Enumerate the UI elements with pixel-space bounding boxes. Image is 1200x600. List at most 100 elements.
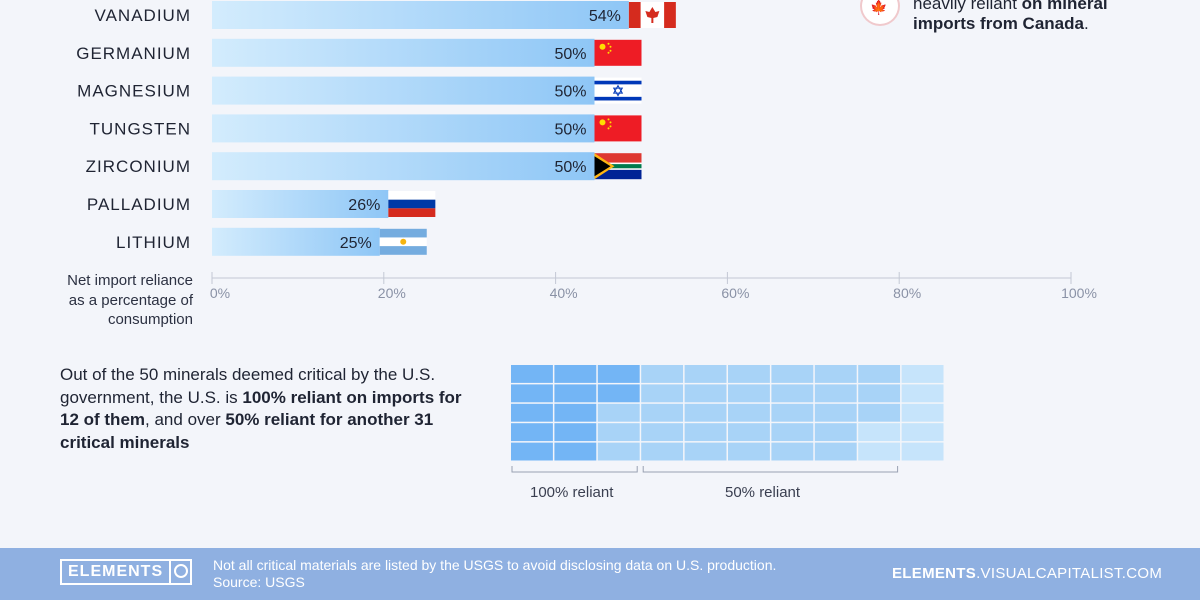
grid-cell [511, 423, 553, 442]
category-label: MAGNESIUM [77, 82, 191, 101]
grid-cell [554, 384, 597, 403]
summary-bold: 100% reliant on imports for 12 of them [60, 387, 462, 430]
summary-text: Out of the 50 minerals deemed critical b… [60, 364, 480, 454]
grid-cell [511, 384, 553, 403]
grid-cell [901, 403, 944, 422]
grid-cell [728, 403, 770, 422]
bar-chart: 54% VANADIUM 50% GERMANIUM 50% MAGNESIUM 50% TU… [76, 1, 1097, 301]
summary-bold: 50% reliant for another 31 critical mine… [60, 410, 434, 452]
value-label: 50% [554, 121, 586, 138]
value-label: 26% [348, 197, 380, 214]
grid-cell [554, 403, 597, 422]
elements-logo[interactable]: ELEMENTS [60, 559, 192, 585]
site-rest: .VISUALCAPITALIST.COM [976, 565, 1163, 582]
note-text: heavily reliant [913, 0, 1022, 13]
bar [212, 1, 629, 29]
bar [212, 114, 595, 143]
footer-note-line: Not all critical materials are listed by… [213, 557, 777, 573]
grid-cell [771, 365, 814, 383]
grid-cell [771, 384, 814, 403]
grid-cell [901, 442, 944, 461]
x-axis-caption-line: Net import reliance [67, 272, 193, 289]
grid-cell [814, 365, 857, 383]
grid-cell [641, 442, 684, 461]
logo-text: ELEMENTS [68, 563, 164, 580]
grid-cell [728, 365, 770, 383]
grid-cell [814, 403, 857, 422]
bar [212, 152, 595, 181]
label-50-reliant: 50% reliant [725, 484, 801, 501]
bar [212, 38, 595, 67]
footer-source: Source: USGS [213, 574, 305, 590]
grid-cell [901, 423, 944, 442]
value-label: 50% [554, 46, 586, 63]
grid-cell [597, 403, 640, 422]
bracket-100-reliant [511, 466, 638, 473]
note-bold-text: imports from Canada [913, 14, 1084, 33]
value-label: 54% [589, 8, 621, 25]
category-label: VANADIUM [95, 6, 191, 25]
x-tick-label: 100% [1061, 285, 1097, 301]
footer-note: Not all critical materials are listed by… [213, 557, 776, 591]
x-tick-label: 40% [550, 285, 578, 301]
grid-cell [684, 384, 727, 403]
bar [212, 227, 380, 256]
x-tick-label: 0% [210, 285, 230, 301]
x-tick-label: 80% [893, 285, 921, 301]
grid-cell [641, 365, 684, 383]
category-label: LITHIUM [116, 233, 191, 252]
x-axis-caption-line: as a percentage of [68, 291, 193, 309]
bar [212, 190, 389, 218]
grid-cell [641, 423, 684, 442]
grid-cell [728, 384, 770, 403]
logo-divider [169, 561, 171, 583]
grid-cell [858, 403, 901, 422]
grid-cell [814, 384, 857, 403]
grid-cell [597, 423, 640, 442]
grid-cell [858, 365, 901, 383]
grid-cell [554, 442, 597, 461]
grid-cell [684, 423, 727, 442]
x-tick-label: 20% [378, 285, 406, 301]
bar [212, 76, 595, 105]
grid-cell [554, 423, 597, 442]
china-flag [594, 39, 642, 66]
footer-site-link[interactable]: ELEMENTS.VISUALCAPITALIST.COM [892, 565, 1162, 582]
summary-part: Out of the 50 minerals deemed critical b… [60, 365, 436, 407]
grid-cell [684, 442, 727, 461]
grid-cell [684, 365, 727, 383]
grid-cell [511, 403, 553, 422]
value-label: 50% [554, 159, 586, 176]
grid-cell [771, 403, 814, 422]
grid-cell [511, 365, 553, 383]
x-axis-caption-line: consumption [107, 311, 193, 328]
grid-cell [901, 365, 944, 383]
grid-cell [771, 423, 814, 442]
russia-flag [388, 191, 436, 217]
label-100-reliant: 100% reliant [530, 484, 614, 501]
note-bold-text: on mineral [1021, 0, 1108, 13]
bracket-50-reliant [642, 466, 899, 473]
grid-cell [901, 384, 944, 403]
reliance-grid [511, 365, 944, 473]
grid-cell [814, 442, 857, 461]
canada-flag [628, 2, 676, 28]
grid-cell [771, 442, 814, 461]
category-label: ZIRCONIUM [86, 157, 191, 176]
value-label: 25% [340, 235, 372, 252]
site-bold: ELEMENTS [892, 565, 977, 582]
summary-part: , and over [145, 410, 226, 429]
canada-note: heavily reliant on mineral imports from … [913, 0, 1183, 34]
grid-cell [684, 403, 727, 422]
south-africa-flag [594, 153, 642, 180]
argentina-flag [379, 228, 427, 255]
china-flag [594, 115, 642, 142]
value-label: 50% [554, 84, 586, 101]
vc-logo-icon [174, 564, 188, 578]
category-label: PALLADIUM [87, 195, 191, 214]
grid-cell [597, 384, 640, 403]
grid-cell [858, 423, 901, 442]
grid-cell [858, 442, 901, 461]
grid-cell [641, 403, 684, 422]
grid-cell [597, 365, 640, 383]
